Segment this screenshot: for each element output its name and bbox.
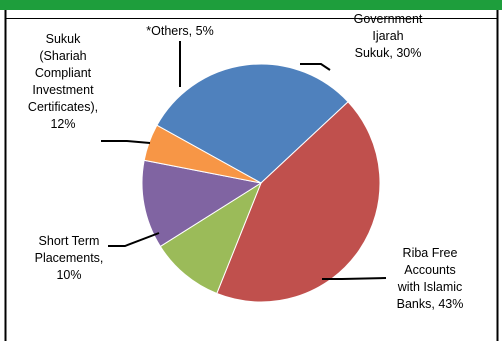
data-label-3-line-5: 12% — [50, 117, 75, 131]
top-accent-bar — [0, 0, 502, 10]
data-label-4: *Others, 5% — [146, 24, 213, 38]
pie-slice-2 — [159, 181, 263, 295]
data-label-3-line-3: Investment — [32, 83, 94, 97]
leader-line-2 — [108, 232, 160, 247]
data-label-3: Sukuk (Shariah Compliant Investment Certific… — [28, 32, 98, 131]
data-label-3-line-0: Sukuk — [46, 32, 81, 46]
data-label-2-line-2: 10% — [56, 268, 81, 282]
data-label-3-line-4: Certificates), — [28, 100, 98, 114]
data-label-2: Short Term Placements, 10% — [35, 234, 104, 282]
data-label-1-line-1: Accounts — [404, 263, 455, 277]
data-label-2-line-0: Short Term — [39, 234, 100, 248]
data-label-0-line-2: Sukuk, 30% — [355, 46, 422, 60]
leader-lines — [101, 41, 387, 280]
leader-line-1 — [322, 277, 387, 280]
data-label-1-line-3: Banks, 43% — [397, 297, 464, 311]
leader-line-0 — [300, 63, 331, 71]
leader-line-3 — [101, 140, 151, 144]
data-label-1-line-0: Riba Free — [403, 246, 458, 260]
pie-slice-3 — [141, 159, 263, 248]
data-label-2-line-1: Placements, — [35, 251, 104, 265]
data-label-0-line-1: Ijarah — [372, 29, 403, 43]
data-label-3-line-2: Compliant — [35, 66, 92, 80]
pie-slice-0 — [156, 63, 349, 184]
pie-slices — [141, 63, 381, 303]
data-label-0-line-0: Government — [354, 12, 423, 26]
data-label-1: Riba Free Accounts with Islamic Banks, 43% — [397, 246, 464, 311]
data-label-3-line-1: (Shariah — [39, 49, 86, 63]
data-label-4-line-0: *Others, 5% — [146, 24, 213, 38]
data-labels: Government Ijarah Sukuk, 30% Riba Free Accou… — [28, 12, 463, 311]
pie-slice-1 — [216, 101, 381, 303]
data-label-0: Government Ijarah Sukuk, 30% — [354, 12, 423, 60]
data-label-1-line-2: with Islamic — [397, 280, 463, 294]
